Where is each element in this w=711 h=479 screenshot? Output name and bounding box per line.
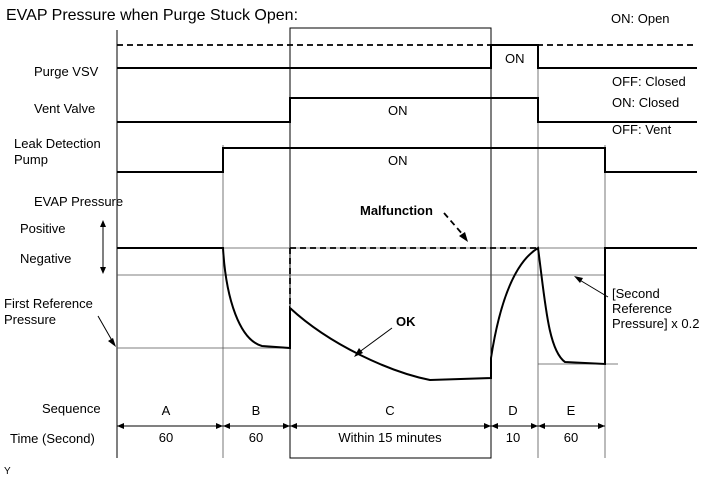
diagram-title: EVAP Pressure when Purge Stuck Open: [6,7,298,24]
label-negative: Negative [20,251,71,266]
second-ref-pointer-head [574,276,583,283]
seq-a: A [162,403,171,418]
time-e: 60 [564,430,578,445]
second-ref-3: Pressure] x 0.2 [612,316,699,331]
label-leak-pump-2: Pump [14,152,48,167]
purge-on-state: ON: Open [611,11,670,26]
label-sequence: Sequence [42,401,101,416]
leak-pump-signal [117,147,697,173]
seq-c: C [385,403,394,418]
purge-off-state: OFF: Closed [612,74,686,89]
second-ref-pointer [577,278,609,298]
evap-pressure-curve [117,246,697,382]
vent-on-state: ON: Closed [612,95,679,110]
time-a: 60 [159,430,173,445]
seq-e: E [567,403,576,418]
vent-valve-signal [117,97,697,123]
time-d: 10 [506,430,520,445]
second-ref-1: [Second [612,286,660,301]
label-vent-valve: Vent Valve [34,101,95,116]
seq-d: D [508,403,517,418]
vent-off-state: OFF: Vent [612,122,672,137]
label-first-ref-2: Pressure [4,312,56,327]
purge-on-label: ON [505,51,525,66]
arrow-up-head [100,220,106,227]
label-time: Time (Second) [10,431,95,446]
vent-on-label: ON [388,103,408,118]
ok-pointer [357,327,393,354]
malfunction-pointer [443,212,465,237]
time-c: Within 15 minutes [338,430,442,445]
second-ref-2: Reference [612,301,672,316]
label-positive: Positive [20,221,66,236]
label-first-ref-1: First Reference [4,296,93,311]
ok-label: OK [396,314,416,329]
malfunction-label: Malfunction [360,203,433,218]
pump-on-label: ON [388,153,408,168]
first-ref-pointer-head [108,338,116,347]
seq-b: B [252,403,261,418]
malfunction-pointer-head [459,232,468,242]
purge-vsv-signal [117,44,697,69]
time-b: 60 [249,430,263,445]
arrow-down-head [100,267,106,274]
phase-c-box [289,27,492,459]
label-evap-pressure: EVAP Pressure [34,194,123,209]
label-purge-vsv: Purge VSV [34,64,99,79]
time-arrows [117,423,605,429]
footer-mark: Y [4,466,11,477]
label-leak-pump-1: Leak Detection [14,136,101,151]
ok-pointer-head [354,348,363,357]
